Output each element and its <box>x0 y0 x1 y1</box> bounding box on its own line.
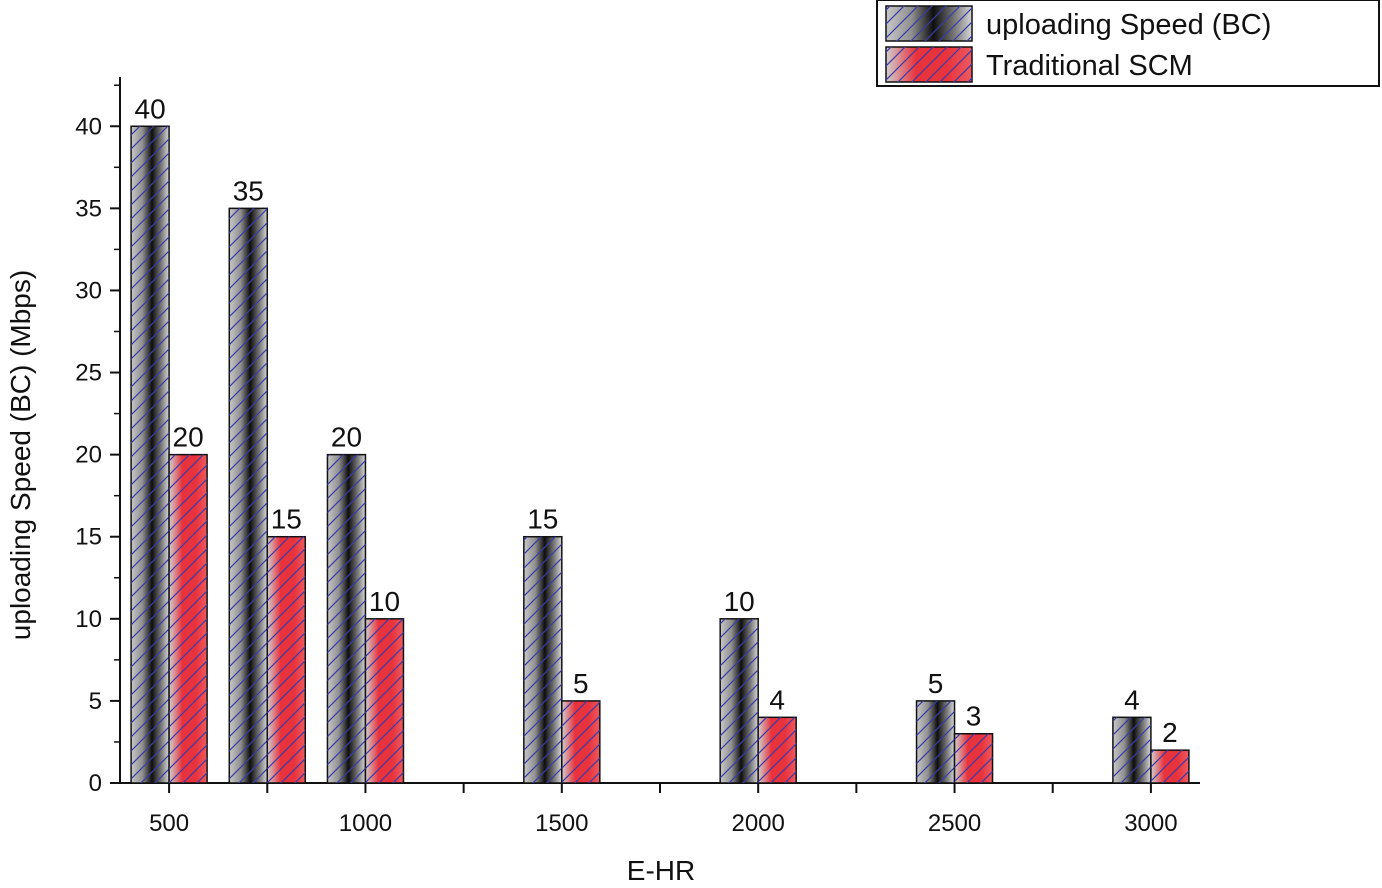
bar-bc-hatch <box>523 536 562 783</box>
y-tick-label: 20 <box>75 442 102 469</box>
y-tick-label: 0 <box>89 770 102 797</box>
legend-swatch-bc-hatch <box>886 6 972 41</box>
bar-bc-hatch <box>327 454 366 783</box>
bar-scm-hatch <box>561 700 600 783</box>
data-label: 10 <box>369 586 400 617</box>
y-axis-title: uploading Speed (BC) (Mbps) <box>5 270 36 640</box>
y-tick-label: 25 <box>75 360 102 387</box>
data-label: 40 <box>135 93 166 124</box>
legend-item-scm: Traditional SCM <box>885 46 1193 83</box>
x-tick-label: 1000 <box>339 810 392 837</box>
legend-label-scm: Traditional SCM <box>986 50 1193 82</box>
data-label: 3 <box>966 701 982 732</box>
y-tick-label: 10 <box>75 606 102 633</box>
data-label: 10 <box>724 586 755 617</box>
bar-scm-hatch <box>954 733 993 783</box>
data-label: 5 <box>928 668 944 699</box>
y-tick-label: 15 <box>75 524 102 551</box>
y-tick-label: 40 <box>75 113 102 140</box>
legend: uploading Speed (BC) Traditional SCM <box>876 0 1380 87</box>
y-tick-label: 35 <box>75 195 102 222</box>
y-tick-label: 30 <box>75 277 102 304</box>
data-label: 4 <box>769 684 785 715</box>
bar-scm-hatch <box>1150 750 1189 783</box>
bar-bc-hatch <box>1112 717 1151 783</box>
data-label: 2 <box>1162 717 1178 748</box>
x-tick-label: 1500 <box>535 810 588 837</box>
data-label: 20 <box>331 422 362 453</box>
x-tick-label: 2000 <box>731 810 784 837</box>
legend-swatch-scm-hatch <box>886 47 972 82</box>
bar-bc-hatch <box>131 126 170 784</box>
bar-bc-hatch <box>229 208 268 784</box>
bar-scm-hatch <box>758 717 797 783</box>
x-axis-title: E-HR <box>627 855 695 883</box>
x-tick-label: 3000 <box>1124 810 1177 837</box>
legend-item-bc: uploading Speed (BC) <box>885 5 1271 42</box>
data-label: 35 <box>233 175 264 206</box>
legend-label-bc: uploading Speed (BC) <box>986 9 1271 41</box>
data-label: 5 <box>573 668 589 699</box>
data-label: 4 <box>1124 684 1140 715</box>
bar-scm-hatch <box>169 454 208 783</box>
bar-bc-hatch <box>916 700 955 783</box>
data-label: 15 <box>271 504 302 535</box>
data-label: 20 <box>173 422 204 453</box>
x-tick-label: 2500 <box>928 810 981 837</box>
bar-scm-hatch <box>365 618 404 783</box>
bar-bc-hatch <box>720 618 759 783</box>
x-tick-label: 500 <box>149 810 189 837</box>
bar-scm-hatch <box>267 536 306 783</box>
data-label: 15 <box>527 504 558 535</box>
y-tick-label: 5 <box>89 688 102 715</box>
